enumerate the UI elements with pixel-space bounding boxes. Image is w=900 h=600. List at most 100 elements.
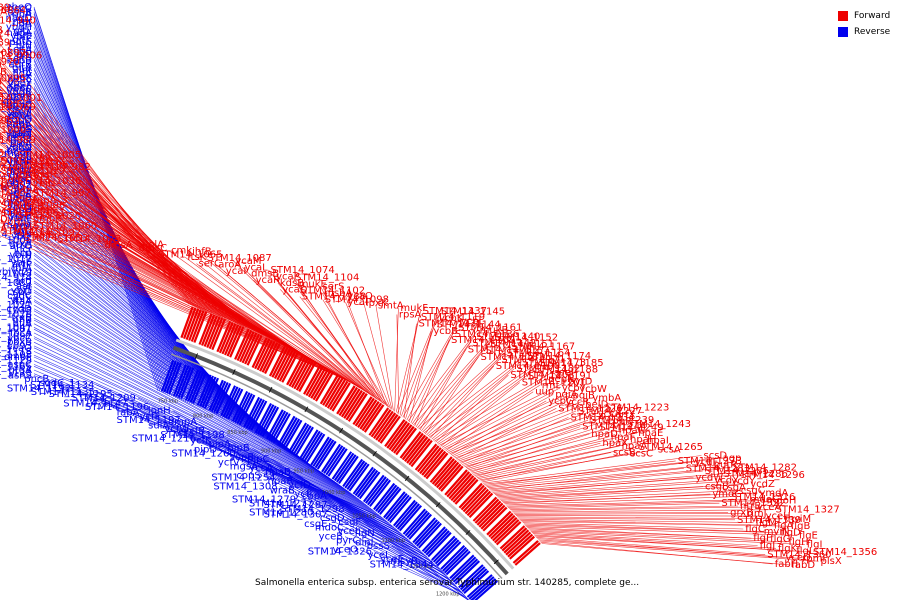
gene-label: csgE	[304, 519, 327, 530]
leader-line	[237, 453, 420, 550]
reverse-gene-block	[277, 415, 296, 446]
gene-label: ybjR	[33, 230, 55, 241]
leader-line	[538, 539, 801, 559]
forward-gene-block	[273, 348, 291, 379]
forward-gene-block	[488, 512, 514, 538]
gene-label: modA	[0, 6, 7, 17]
gene-label: ycfW	[164, 424, 189, 435]
reverse-gene-block	[358, 471, 381, 500]
gene-label: mdoC	[315, 523, 344, 534]
gene-label: ybhN	[6, 130, 32, 141]
leader-line	[185, 256, 363, 390]
gene-label: ybiX	[17, 169, 39, 180]
forward-gene-block	[423, 450, 447, 478]
forward-gene-block	[368, 407, 390, 436]
forward-gene-block	[452, 477, 477, 503]
gene-label: aat	[16, 282, 32, 293]
gene-label: STM14_1136	[455, 329, 519, 340]
gene-label: STM14_1038	[0, 306, 32, 317]
gene-label: clpS	[1, 192, 22, 203]
tick-label: 1150 kbp	[409, 564, 433, 570]
gene-label: STM14_1201	[522, 378, 586, 389]
forward-gene-block	[421, 448, 444, 476]
forward-gene-block	[462, 486, 487, 513]
leader-line	[512, 509, 774, 513]
forward-gene-block	[180, 306, 194, 339]
gene-label: STM14_1239	[590, 415, 654, 426]
gene-label: dmsC	[139, 243, 167, 254]
gene-label: glnQ	[9, 174, 32, 185]
leader-line	[492, 473, 722, 493]
gene-label: STM14_1145	[441, 307, 505, 318]
gene-label: STM14_989	[0, 135, 36, 146]
gene-label: nagC	[6, 119, 32, 130]
gene-label: STM14_1134	[30, 380, 94, 391]
gene-label: STM14_1104	[295, 272, 359, 283]
reverse-gene-block	[470, 578, 497, 600]
gene-label: STM14_1140	[476, 332, 540, 343]
gene-label: yceB	[319, 532, 344, 543]
leader-line	[405, 558, 469, 600]
gene-label: pyrD	[568, 377, 592, 388]
gene-label: STM14_1119	[421, 312, 485, 323]
gene-label: rpsA	[399, 310, 422, 321]
leader-line	[436, 375, 527, 444]
forward-gene-block	[466, 490, 492, 517]
gene-label: flgK	[778, 543, 798, 554]
gene-label: ycdZ	[750, 479, 775, 490]
gene-label: kdsB	[280, 278, 304, 289]
reverse-gene-block	[421, 526, 446, 552]
gene-label: STM14_1036	[17, 176, 81, 187]
gene-label: serC	[199, 259, 221, 270]
gene-label: ompA	[168, 417, 197, 428]
gene-label: STM14_1081	[0, 324, 32, 335]
gene-label: plsX	[821, 556, 842, 567]
forward-gene-block	[464, 488, 489, 515]
forward-gene-block	[208, 317, 224, 349]
gene-label: STM14_1108	[0, 350, 32, 361]
forward-gene-block	[386, 420, 408, 449]
reverse-gene-block	[175, 365, 190, 397]
gene-label: ycaR	[256, 275, 281, 286]
reverse-gene-block	[243, 396, 261, 428]
gene-label: bioD_1	[0, 41, 12, 52]
gene-label: STM14_1037	[1, 157, 65, 168]
gene-label: potE	[9, 37, 32, 48]
reverse-gene-block	[215, 383, 232, 414]
leader-line	[467, 427, 598, 470]
forward-gene-block	[446, 471, 471, 498]
gene-label: hpaH	[630, 435, 656, 446]
gene-label: aroG	[0, 58, 2, 69]
reverse-gene-block	[321, 443, 341, 473]
gene-label: ybjM	[0, 181, 9, 192]
reverse-gene-block	[187, 370, 202, 402]
gene-label: ybeQ	[6, 2, 32, 13]
gene-label: smtA	[378, 300, 404, 311]
gene-label: tnpA_3	[33, 195, 68, 206]
gene-label: STM14_1138	[302, 292, 366, 303]
leader-line	[532, 533, 776, 549]
forward-gene-block	[373, 410, 394, 439]
leader-line	[460, 417, 569, 464]
gene-label: STM14_1020	[17, 211, 81, 222]
reverse-gene-block	[248, 399, 265, 430]
leader-line	[14, 215, 336, 374]
reverse-gene-block	[295, 426, 314, 456]
forward-gene-block	[254, 338, 271, 370]
reverse-gene-block	[306, 433, 326, 463]
reverse-gene-block	[363, 474, 385, 503]
reverse-gene-block	[292, 425, 312, 455]
reverse-gene-block	[177, 366, 192, 398]
gene-label: STM14_952	[0, 116, 20, 127]
leader-line	[458, 413, 596, 462]
gene-label: rimK	[33, 204, 57, 215]
forward-gene-block	[298, 362, 317, 392]
gene-label: STM14_1161	[458, 322, 522, 333]
gene-label: STM14_1137	[423, 306, 487, 317]
gene-label: yceO	[332, 545, 358, 556]
leader-line	[262, 475, 431, 561]
gene-label: flgM	[756, 518, 777, 529]
gene-label: STM14_961	[0, 131, 4, 142]
leader-line	[363, 303, 393, 410]
gene-label: kdpE	[7, 46, 32, 57]
